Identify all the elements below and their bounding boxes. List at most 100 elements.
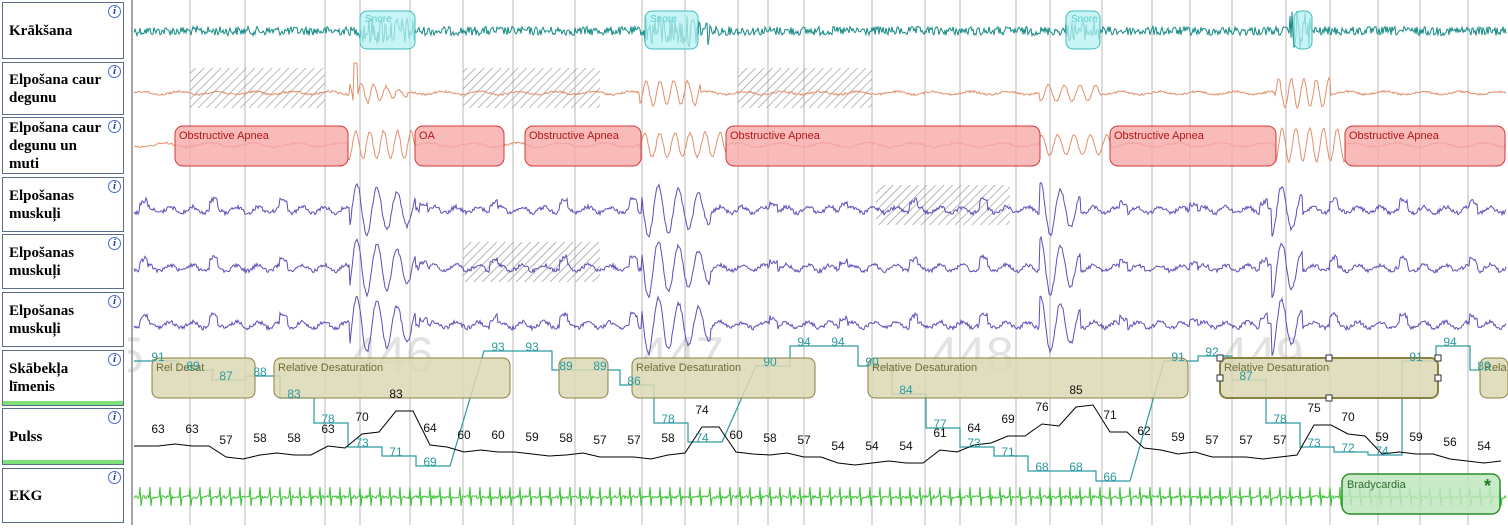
info-icon[interactable]: i bbox=[108, 237, 121, 250]
desaturation-event[interactable] bbox=[558, 357, 609, 399]
channel-label-oronasal[interactable]: Elpošana caur degunu un muti i bbox=[2, 117, 124, 174]
pulse-value-label: 83 bbox=[389, 387, 403, 401]
info-icon[interactable]: i bbox=[108, 353, 121, 366]
spo2-value-label: 89 bbox=[1477, 359, 1491, 373]
pulse-trace bbox=[134, 404, 1502, 466]
spo2-value-label: 93 bbox=[491, 340, 505, 354]
pulse-value-label: 57 bbox=[797, 433, 811, 447]
spo2-value-label: 89 bbox=[593, 359, 607, 373]
desaturation-event-label: Relative Desaturation bbox=[1224, 362, 1329, 374]
info-icon[interactable]: i bbox=[108, 180, 121, 193]
bradycardia-event-label: Bradycardia bbox=[1347, 479, 1407, 491]
spo2-value-label: 89 bbox=[559, 359, 573, 373]
selection-handle[interactable] bbox=[1325, 354, 1333, 362]
pulse-value-label: 71 bbox=[1103, 408, 1117, 422]
spo2-value-label: 73 bbox=[355, 436, 369, 450]
channel-label-text: Elpošanas muskuļi bbox=[9, 187, 75, 222]
spo2-value-label: 89 bbox=[186, 359, 200, 373]
channel-active-indicator bbox=[3, 460, 123, 464]
spo2-value-label: 91 bbox=[151, 350, 165, 364]
channel-label-pulse[interactable]: Pulss i bbox=[2, 408, 124, 465]
channel-label-spo2[interactable]: Skābekļa līmenis i bbox=[2, 350, 124, 406]
info-icon[interactable]: i bbox=[108, 65, 121, 78]
desaturation-event-label: Relative Desaturation bbox=[872, 362, 977, 374]
bradycardia-event[interactable] bbox=[1341, 473, 1501, 515]
snore-event[interactable] bbox=[359, 10, 416, 50]
selection-handle[interactable] bbox=[1325, 394, 1333, 402]
spo2-value-label: 78 bbox=[321, 412, 335, 426]
desaturation-event-label: Relative Desaturation bbox=[278, 362, 383, 374]
obstructive-apnea-event[interactable] bbox=[1109, 125, 1277, 167]
spo2-value-label: 87 bbox=[219, 369, 233, 383]
signal-plot-area[interactable]: 445446447448449450451452453454455SnoreSn… bbox=[60, 0, 1508, 525]
effort-trace-2 bbox=[133, 235, 1507, 299]
pulse-value-label: 54 bbox=[899, 439, 913, 453]
snore-event[interactable] bbox=[1065, 10, 1101, 50]
selection-handle[interactable] bbox=[1434, 374, 1442, 382]
obstructive-apnea-event[interactable] bbox=[174, 125, 349, 167]
spo2-value-label: 90 bbox=[865, 355, 879, 369]
apnea-event-label: OA bbox=[419, 130, 436, 142]
spo2-value-label: 68 bbox=[1035, 460, 1049, 474]
spo2-value-label: 86 bbox=[627, 374, 641, 388]
star-icon: * bbox=[1484, 476, 1491, 496]
desaturation-event[interactable] bbox=[273, 357, 511, 399]
epoch-number: 445 bbox=[128, 327, 144, 383]
spo2-value-label: 71 bbox=[1001, 445, 1015, 459]
obstructive-apnea-event[interactable] bbox=[1344, 125, 1506, 167]
pulse-value-label: 59 bbox=[1375, 430, 1389, 444]
spo2-value-label: 72 bbox=[1341, 441, 1355, 455]
spo2-value-label: 94 bbox=[831, 335, 845, 349]
pulse-value-label: 63 bbox=[185, 422, 199, 436]
pulse-value-label: 62 bbox=[1137, 424, 1151, 438]
snore-event[interactable] bbox=[644, 10, 699, 50]
info-icon[interactable]: i bbox=[108, 5, 121, 18]
obstructive-apnea-event[interactable] bbox=[524, 125, 642, 167]
pulse-value-label: 63 bbox=[321, 422, 335, 436]
channel-label-snore[interactable]: Krākšana i bbox=[2, 2, 124, 59]
pulse-value-label: 58 bbox=[763, 431, 777, 445]
info-icon[interactable]: i bbox=[108, 295, 121, 308]
pulse-value-label: 61 bbox=[933, 426, 947, 440]
selection-handle[interactable] bbox=[1434, 354, 1442, 362]
desaturation-event-label: Rela bbox=[1484, 362, 1508, 374]
desaturation-event[interactable] bbox=[151, 357, 256, 399]
channel-label-text: Elpošana caur degunu bbox=[9, 71, 101, 106]
artifact-hatch-region bbox=[463, 68, 600, 108]
selection-handle[interactable] bbox=[1216, 374, 1224, 382]
channel-label-text: Elpošanas muskuļi bbox=[9, 302, 75, 337]
channel-label-effort1[interactable]: Elpošanas muskuļi i bbox=[2, 177, 124, 232]
pulse-value-label: 59 bbox=[1171, 430, 1185, 444]
snore-event[interactable] bbox=[1293, 10, 1313, 50]
channel-label-effort3[interactable]: Elpošanas muskuļi i bbox=[2, 292, 124, 347]
pulse-value-label: 58 bbox=[559, 431, 573, 445]
obstructive-apnea-event[interactable] bbox=[414, 125, 505, 167]
pulse-value-label: 54 bbox=[831, 439, 845, 453]
polysomnography-traces[interactable]: 445446447448449450451452453454455SnoreSn… bbox=[60, 0, 1508, 525]
info-icon[interactable]: i bbox=[108, 120, 121, 133]
channel-active-indicator bbox=[3, 401, 123, 405]
channel-label-nasal[interactable]: Elpošana caur degunu i bbox=[2, 62, 124, 115]
spo2-value-label: 87 bbox=[1239, 369, 1253, 383]
desaturation-event-label: Relative Desaturation bbox=[636, 362, 741, 374]
pulse-value-label: 76 bbox=[1035, 400, 1049, 414]
apnea-event-label: Obstructive Apnea bbox=[1114, 130, 1205, 142]
channel-label-effort2[interactable]: Elpošanas muskuļi i bbox=[2, 234, 124, 289]
channel-label-text: Pulss bbox=[9, 428, 43, 445]
spo2-trace bbox=[134, 345, 1504, 482]
spo2-value-label: 88 bbox=[253, 365, 267, 379]
channel-label-text: Skābekļa līmenis bbox=[9, 361, 69, 395]
selection-handle[interactable] bbox=[1216, 354, 1224, 362]
info-icon[interactable]: i bbox=[108, 411, 121, 424]
desaturation-event[interactable] bbox=[867, 357, 1189, 399]
channel-label-text: EKG bbox=[9, 487, 43, 504]
desaturation-event[interactable] bbox=[631, 357, 816, 399]
apnea-event-label: Obstructive Apnea bbox=[529, 130, 620, 142]
info-icon[interactable]: i bbox=[108, 471, 121, 484]
channel-label-ekg[interactable]: EKG i bbox=[2, 468, 124, 523]
obstructive-apnea-event[interactable] bbox=[725, 125, 1041, 167]
desaturation-event[interactable] bbox=[1479, 357, 1508, 399]
spo2-value-label: 93 bbox=[525, 340, 539, 354]
pulse-value-label: 60 bbox=[729, 428, 743, 442]
spo2-value-label: 94 bbox=[797, 335, 811, 349]
